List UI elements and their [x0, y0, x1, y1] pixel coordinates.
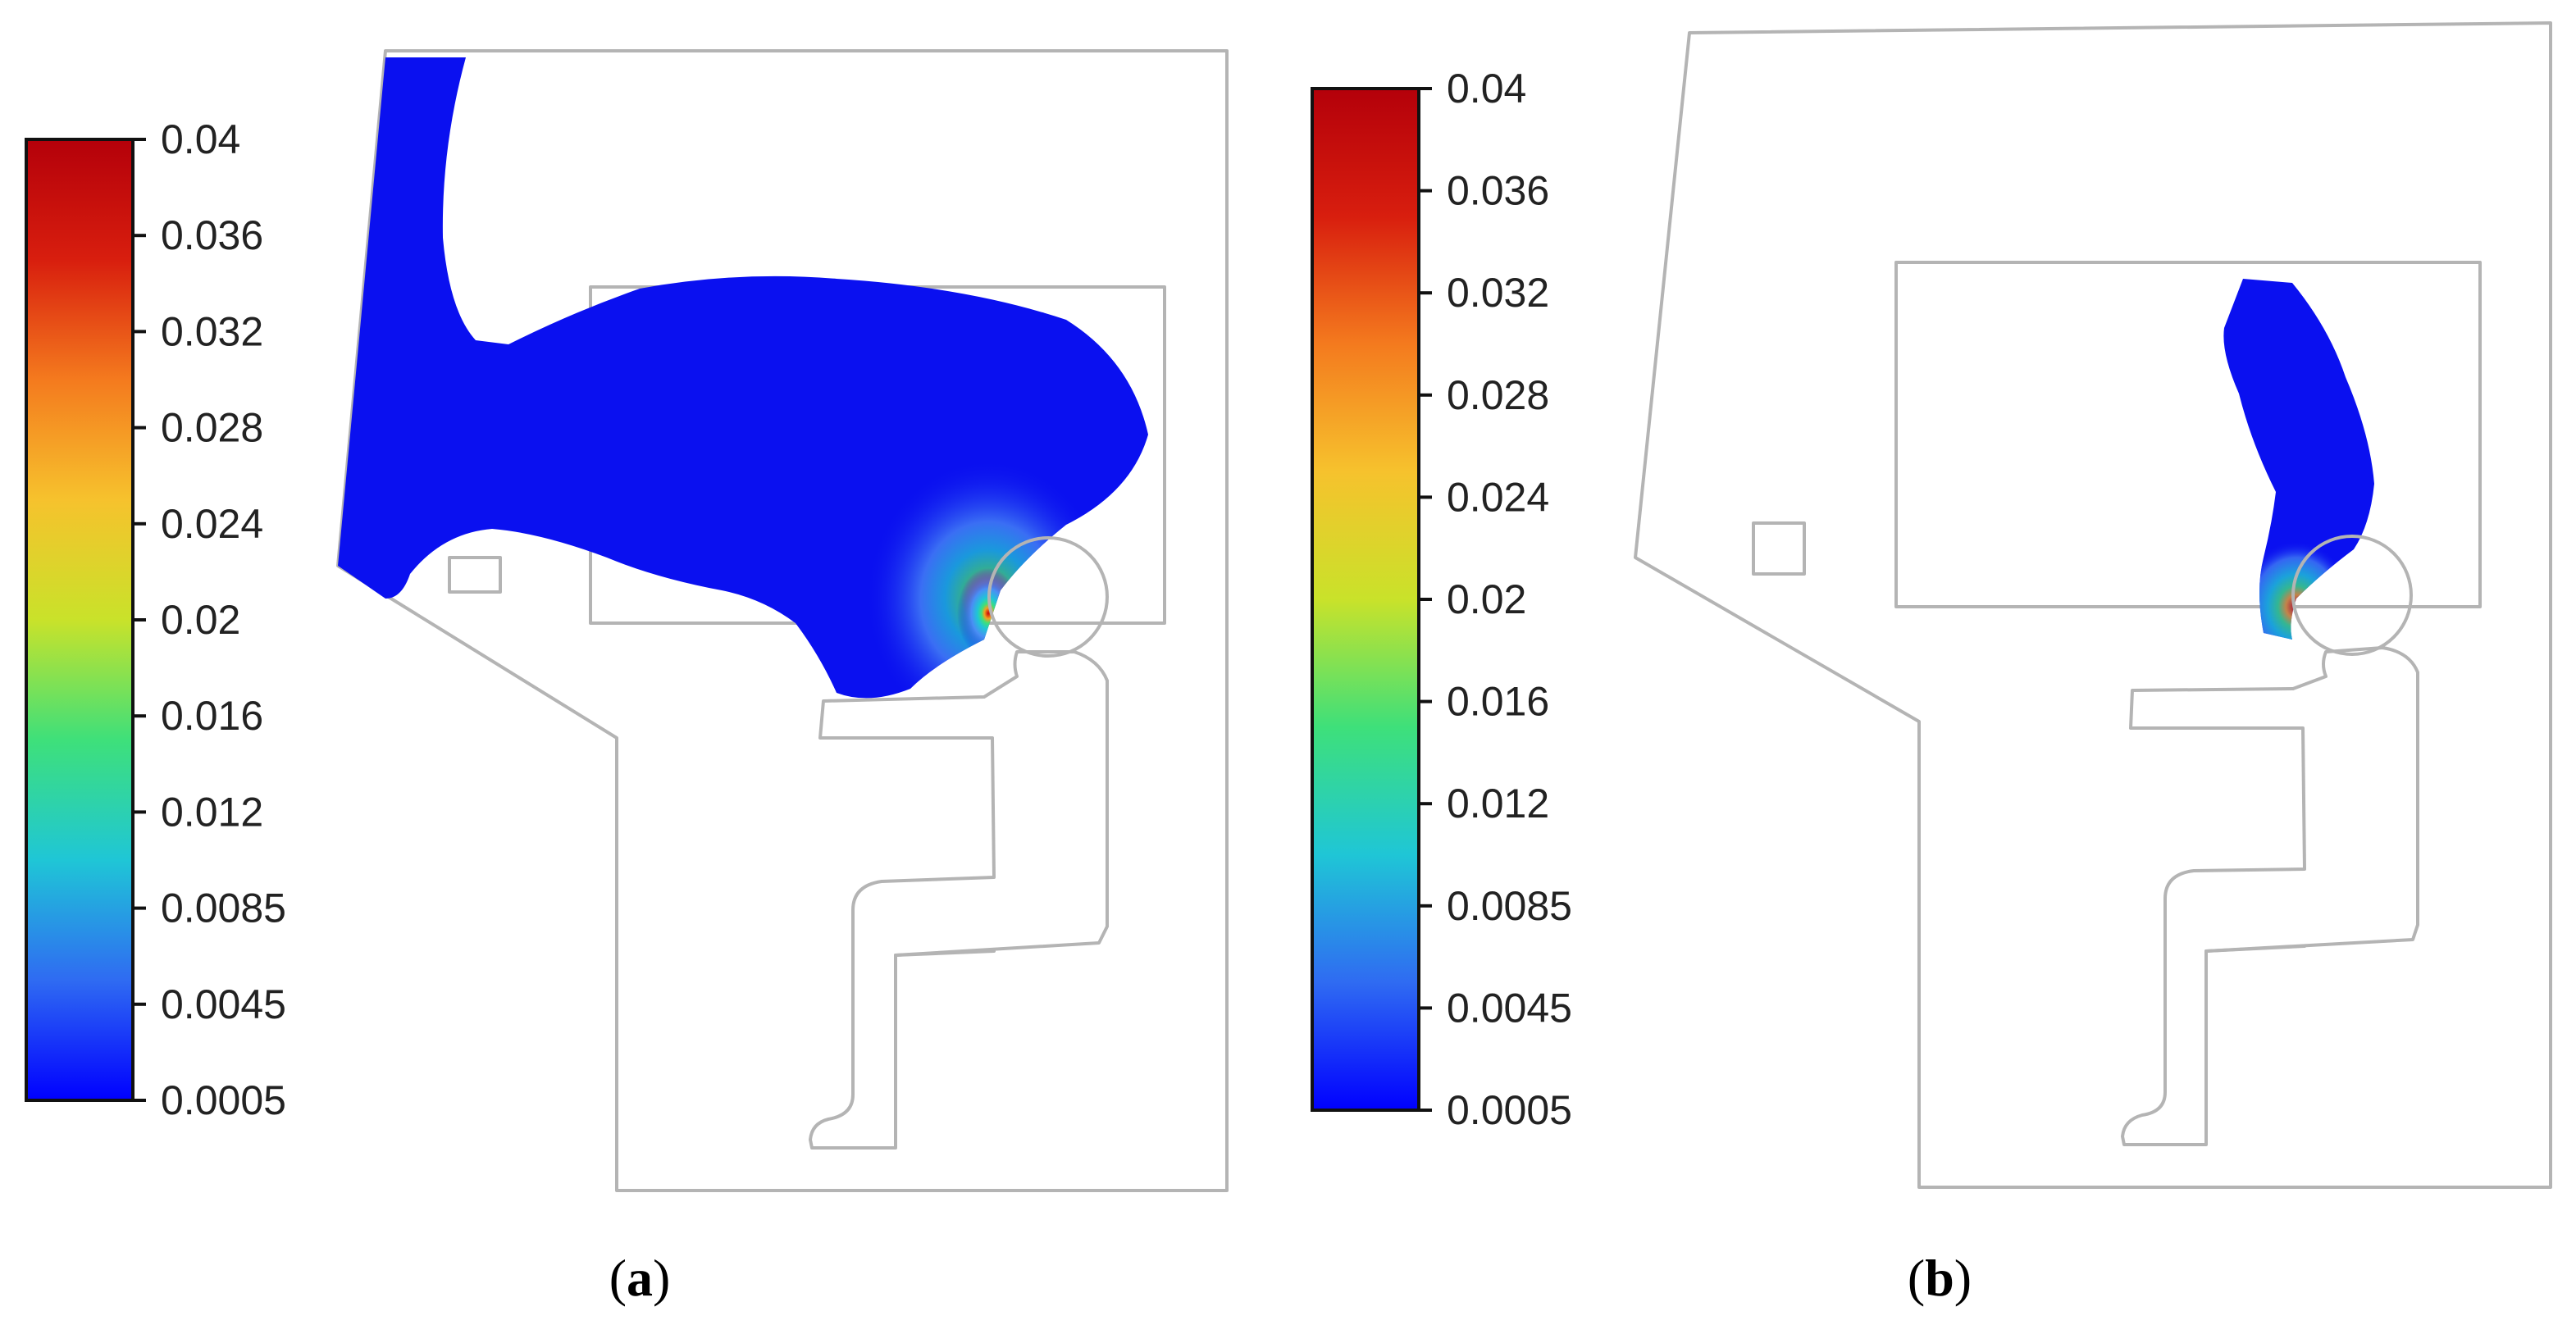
panel-b: 0.04 0.036 0.032 0.028 0.024 0.02 0.016 0.012 0.…: [1311, 21, 2552, 1307]
occupant-a: [809, 536, 1109, 1150]
occupant-a-seat-line: [894, 949, 996, 957]
colorbar-tick-label: 0.0005: [161, 1077, 286, 1123]
colorbar-tick-label: 0.04: [161, 116, 240, 162]
colorbar-tick-label: 0.024: [161, 501, 263, 547]
colorbar-tick-label: 0.0085: [1447, 883, 1572, 929]
colorbar-b-gradient: [1312, 89, 1419, 1110]
colorbar-tick-label: 0.024: [1447, 474, 1549, 520]
occupant-b-body: [2121, 646, 2419, 1146]
colorbar-tick-label: 0.036: [1447, 168, 1549, 214]
plume-a: [338, 57, 1148, 699]
colorbar-tick-label: 0.032: [161, 308, 263, 354]
panel-a: 0.04 0.036 0.032 0.028 0.024 0.02 0.016 0.012 0.…: [25, 49, 1229, 1307]
colorbar-tick-label: 0.02: [161, 597, 240, 643]
occupant-b-head: [2291, 535, 2413, 656]
colorbar-tick-label: 0.012: [1447, 781, 1549, 826]
colorbar-b-ticks: 0.04 0.036 0.032 0.028 0.024 0.02 0.016 0.012 0.…: [1419, 66, 1572, 1133]
colorbar-tick-label: 0.04: [1447, 66, 1526, 112]
colorbar-tick-label: 0.0045: [1447, 985, 1572, 1031]
colorbar-tick-label: 0.016: [161, 693, 263, 739]
colorbar-tick-label: 0.028: [161, 405, 263, 451]
window-frame-b: [1894, 261, 2482, 608]
plume-b: [2223, 279, 2374, 640]
colorbar-a-ticks: 0.04 0.036 0.032 0.028 0.024 0.02 0.016 0.012 0.…: [133, 116, 286, 1123]
colorbar-tick-label: 0.028: [1447, 372, 1549, 418]
occupant-a-body: [809, 650, 1109, 1150]
vent-b: [1752, 521, 1806, 576]
plume-a-core: [957, 568, 1019, 658]
colorbar-tick-label: 0.0045: [161, 981, 286, 1027]
colorbar-b: 0.04 0.036 0.032 0.028 0.024 0.02 0.016 0.012 0.…: [1311, 66, 1572, 1133]
vent-a: [448, 556, 502, 594]
colorbar-tick-label: 0.036: [161, 212, 263, 258]
colorbar-tick-label: 0.0085: [161, 886, 286, 931]
panel-b-label: (b): [1908, 1249, 1972, 1307]
occupant-b-seat-line: [2204, 945, 2306, 953]
colorbar-a-gradient: [26, 139, 133, 1100]
room-outline-a: [336, 49, 1229, 1192]
colorbar-tick-label: 0.032: [1447, 270, 1549, 316]
occupant-b: [2121, 535, 2419, 1146]
plume-a-body: [338, 57, 1148, 699]
plume-b-body: [2223, 279, 2374, 640]
colorbar-tick-label: 0.016: [1447, 679, 1549, 725]
occupant-a-head: [987, 536, 1109, 658]
room-outline-b: [1634, 21, 2552, 1189]
colorbar-tick-label: 0.012: [161, 789, 263, 835]
colorbar-tick-label: 0.0005: [1447, 1087, 1572, 1133]
colorbar-a: 0.04 0.036 0.032 0.028 0.024 0.02 0.016 0.012 0.…: [25, 116, 286, 1123]
panel-a-label: (a): [609, 1249, 671, 1307]
colorbar-tick-label: 0.02: [1447, 576, 1526, 622]
